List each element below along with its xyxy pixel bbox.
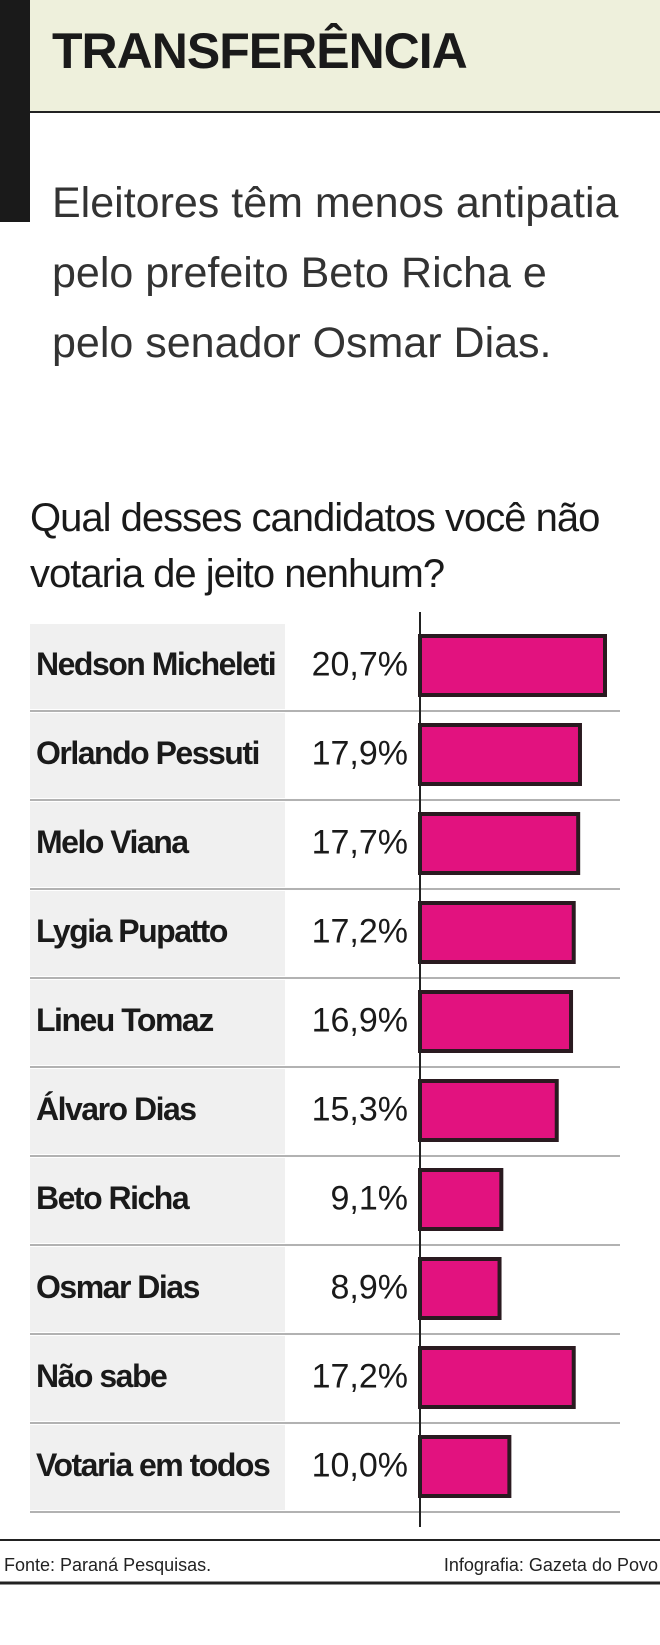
category-label: Não sabe xyxy=(36,1358,167,1394)
bar xyxy=(418,901,576,964)
value-label: 20,7% xyxy=(312,645,408,683)
source: Fonte: Paraná Pesquisas. xyxy=(4,1555,212,1575)
bar xyxy=(418,1257,502,1320)
value-label: 17,9% xyxy=(312,734,408,772)
subtitle: Eleitores têm menos antipatia pelo prefe… xyxy=(52,179,619,367)
label-cell xyxy=(30,1158,285,1243)
value-label: 10,0% xyxy=(312,1446,408,1484)
category-label: Osmar Dias xyxy=(36,1269,200,1305)
bar xyxy=(418,1346,576,1409)
category-label: Orlando Pessuti xyxy=(36,735,259,771)
bar xyxy=(418,1079,559,1142)
bar xyxy=(418,990,574,1053)
category-label: Lygia Pupatto xyxy=(36,913,228,949)
label-cell xyxy=(30,802,285,887)
label-cell xyxy=(30,713,285,798)
bar xyxy=(418,1435,512,1498)
value-label: 9,1% xyxy=(331,1179,409,1217)
header-band xyxy=(0,0,660,112)
label-cell xyxy=(30,1336,285,1421)
bar xyxy=(418,1168,504,1231)
category-label: Beto Richa xyxy=(36,1180,190,1216)
label-cell xyxy=(30,1247,285,1332)
category-label: Melo Viana xyxy=(36,824,189,860)
category-label: Votaria em todos xyxy=(36,1447,270,1483)
value-label: 15,3% xyxy=(312,1090,408,1128)
header-bar xyxy=(0,0,30,222)
value-label: 17,7% xyxy=(312,823,408,861)
label-cell xyxy=(30,1425,285,1510)
label-cell xyxy=(30,1069,285,1154)
value-label: 8,9% xyxy=(331,1268,409,1306)
value-label: 16,9% xyxy=(312,1001,408,1039)
category-label: Nedson Micheleti xyxy=(36,646,275,682)
bar xyxy=(418,812,581,875)
bar xyxy=(418,723,582,786)
label-cell xyxy=(30,891,285,976)
label-cell xyxy=(30,980,285,1065)
category-label: Lineu Tomaz xyxy=(36,1002,213,1038)
credit: Infografia: Gazeta do Povo xyxy=(443,1555,658,1575)
label-cell xyxy=(30,624,285,709)
bar xyxy=(418,634,607,697)
title: TRANSFERÊNCIA xyxy=(52,23,468,79)
value-label: 17,2% xyxy=(312,912,408,950)
question: Qual desses candidatos você não votaria … xyxy=(30,496,600,596)
category-label: Álvaro Dias xyxy=(36,1091,196,1127)
value-label: 17,2% xyxy=(312,1357,408,1395)
